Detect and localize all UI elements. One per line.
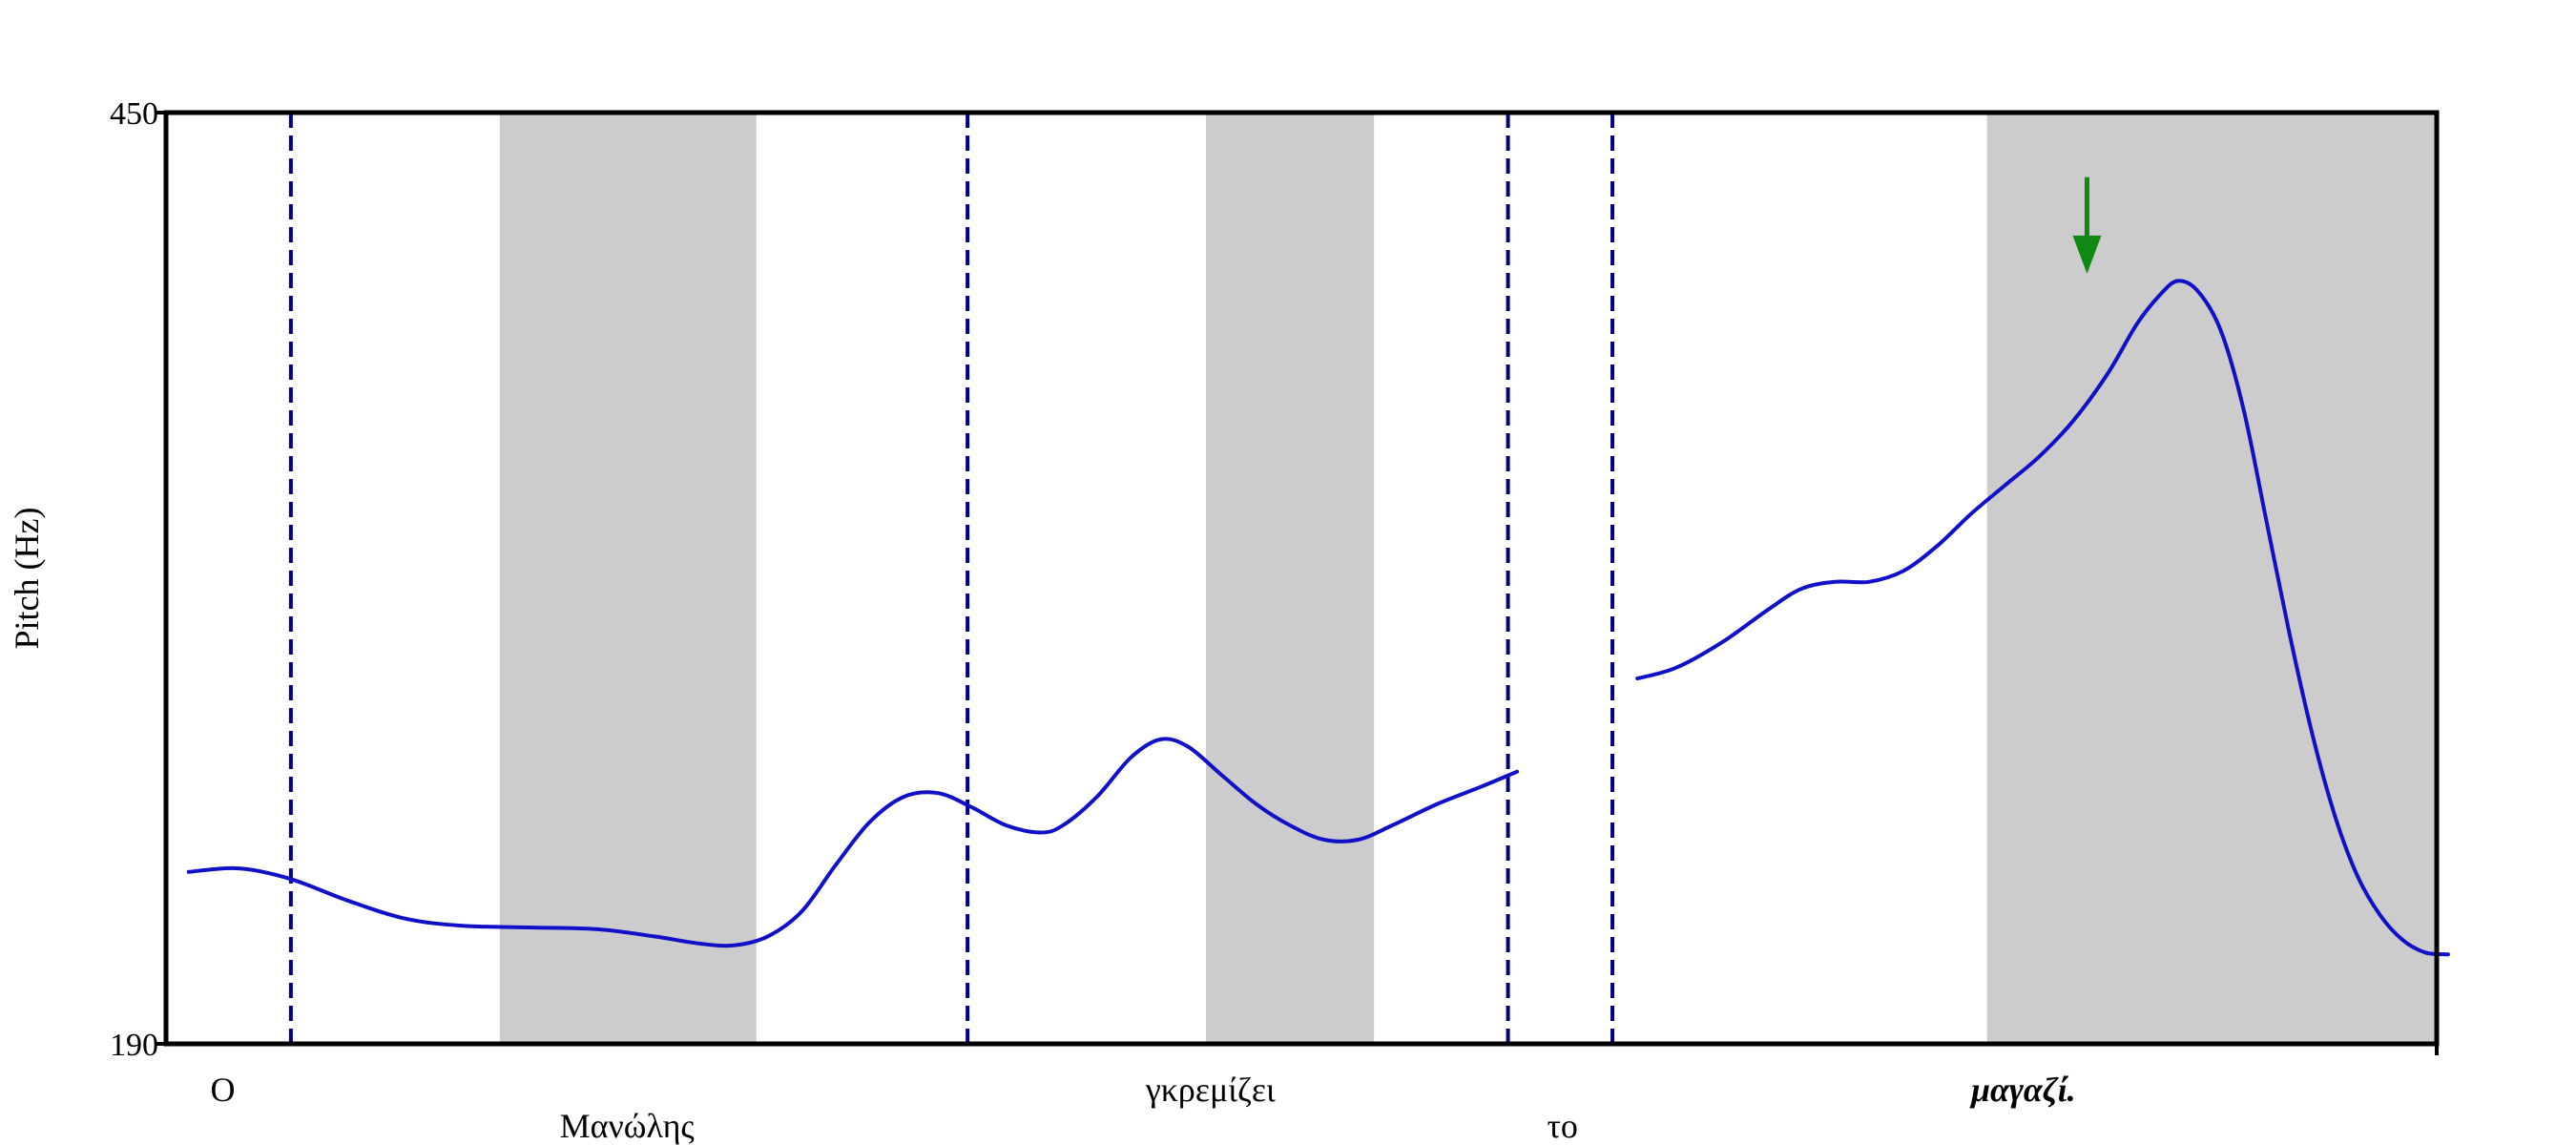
word-labels: O Μανώλης γκρεμίζει το μαγαζί. [211,1071,2076,1145]
boundary-lines [288,113,1615,1044]
word-label-1: O [211,1071,236,1109]
shaded-region-1 [499,113,757,1044]
word-label-2: Μανώλης [560,1107,695,1145]
word-label-3: γκρεμίζει [1145,1071,1276,1109]
arrow-head [2072,235,2102,274]
word-label-5: μαγαζί. [1969,1071,2076,1109]
plot-frame [163,110,2440,1047]
pitch-curve-1 [186,737,1520,948]
y-tick-label-2: 450 [110,96,158,132]
pitch-curve-2 [1635,279,2450,957]
shaded-regions [499,113,2437,1044]
peak-arrow [2072,177,2102,274]
shaded-region-2 [1206,113,1375,1044]
shaded-region-3 [1986,113,2437,1044]
y-axis-label: Pitch (Hz) [8,508,46,650]
y-axis-ticks: 190 450 [110,96,2439,1063]
pitch-curves [186,279,2450,957]
y-tick-label-1: 190 [110,1028,158,1063]
word-label-4: το [1547,1107,1577,1145]
